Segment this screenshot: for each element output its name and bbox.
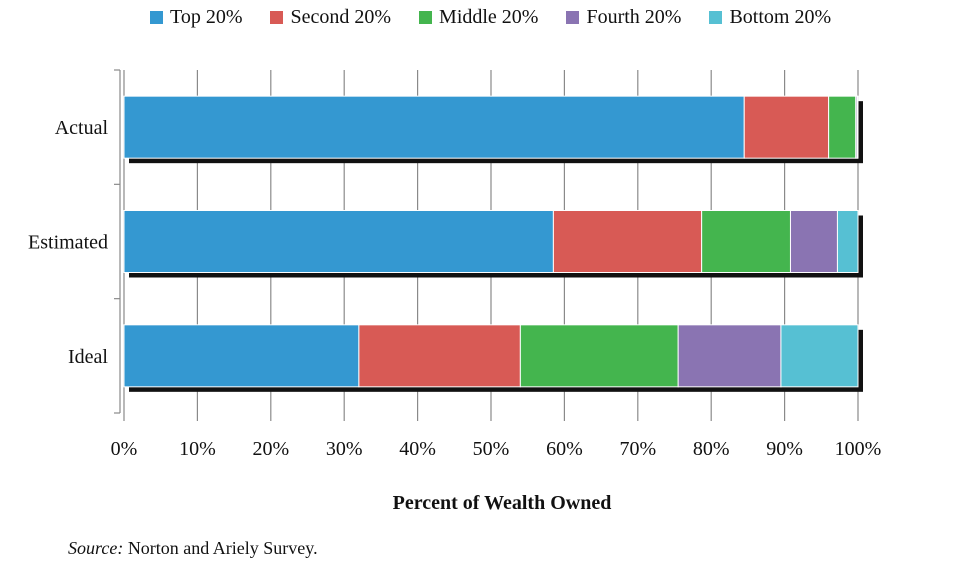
bar-segment: [123, 95, 745, 159]
x-axis-label: Percent of Wealth Owned: [392, 492, 612, 514]
x-tick-label: 90%: [766, 438, 803, 460]
bar-segment: [780, 324, 859, 388]
legend-swatch: [270, 11, 284, 24]
chart-legend: Top 20% Second 20% Middle 20% Fourth 20% Bot…: [150, 6, 859, 29]
legend-label: Top 20%: [170, 6, 243, 28]
legend-label: Bottom 20%: [729, 6, 832, 28]
legend-item: Bottom 20%: [709, 6, 831, 29]
bar-segment: [789, 210, 838, 273]
x-tick-label: 0%: [111, 438, 138, 460]
x-tick-label: 20%: [252, 438, 289, 460]
x-tick-label: 70%: [619, 438, 656, 460]
y-tick-label: Actual: [55, 117, 109, 139]
x-tick-label: 50%: [473, 438, 510, 460]
bar-segment: [828, 95, 857, 159]
bar-segment: [677, 324, 782, 388]
y-tick-label: Estimated: [28, 232, 108, 254]
bar-segment: [743, 95, 830, 159]
bar-segment: [701, 210, 791, 273]
x-tick-label: 60%: [546, 438, 583, 460]
source-text: Norton and Ariely Survey.: [127, 538, 318, 558]
bar-segment: [123, 210, 554, 273]
x-tick-label: 100%: [835, 438, 882, 460]
x-tick-label: 80%: [693, 438, 730, 460]
source-note: Source: Norton and Ariely Survey.: [68, 538, 318, 559]
bar-segment: [519, 324, 679, 388]
legend-swatch: [150, 11, 163, 24]
legend-item: Top 20%: [150, 6, 242, 29]
x-tick-label: 30%: [326, 438, 363, 460]
legend-item: Middle 20%: [419, 6, 538, 29]
legend-swatch: [566, 11, 580, 24]
y-tick-label: Ideal: [68, 346, 108, 368]
legend-item: Fourth 20%: [566, 6, 681, 29]
legend-label: Fourth 20%: [586, 6, 682, 28]
bar-segment: [856, 95, 859, 159]
legend-item: Second 20%: [270, 6, 391, 29]
x-tick-label: 10%: [179, 438, 216, 460]
bar-segment: [358, 324, 521, 388]
x-tick-label: 40%: [399, 438, 436, 460]
bar-segment: [552, 210, 703, 273]
legend-swatch: [709, 11, 723, 24]
legend-label: Middle 20%: [439, 6, 539, 28]
source-label: Source:: [68, 538, 124, 558]
legend-label: Second 20%: [290, 6, 392, 28]
legend-swatch: [419, 11, 433, 24]
bar-segment: [123, 324, 360, 388]
bar-segment: [836, 210, 859, 273]
